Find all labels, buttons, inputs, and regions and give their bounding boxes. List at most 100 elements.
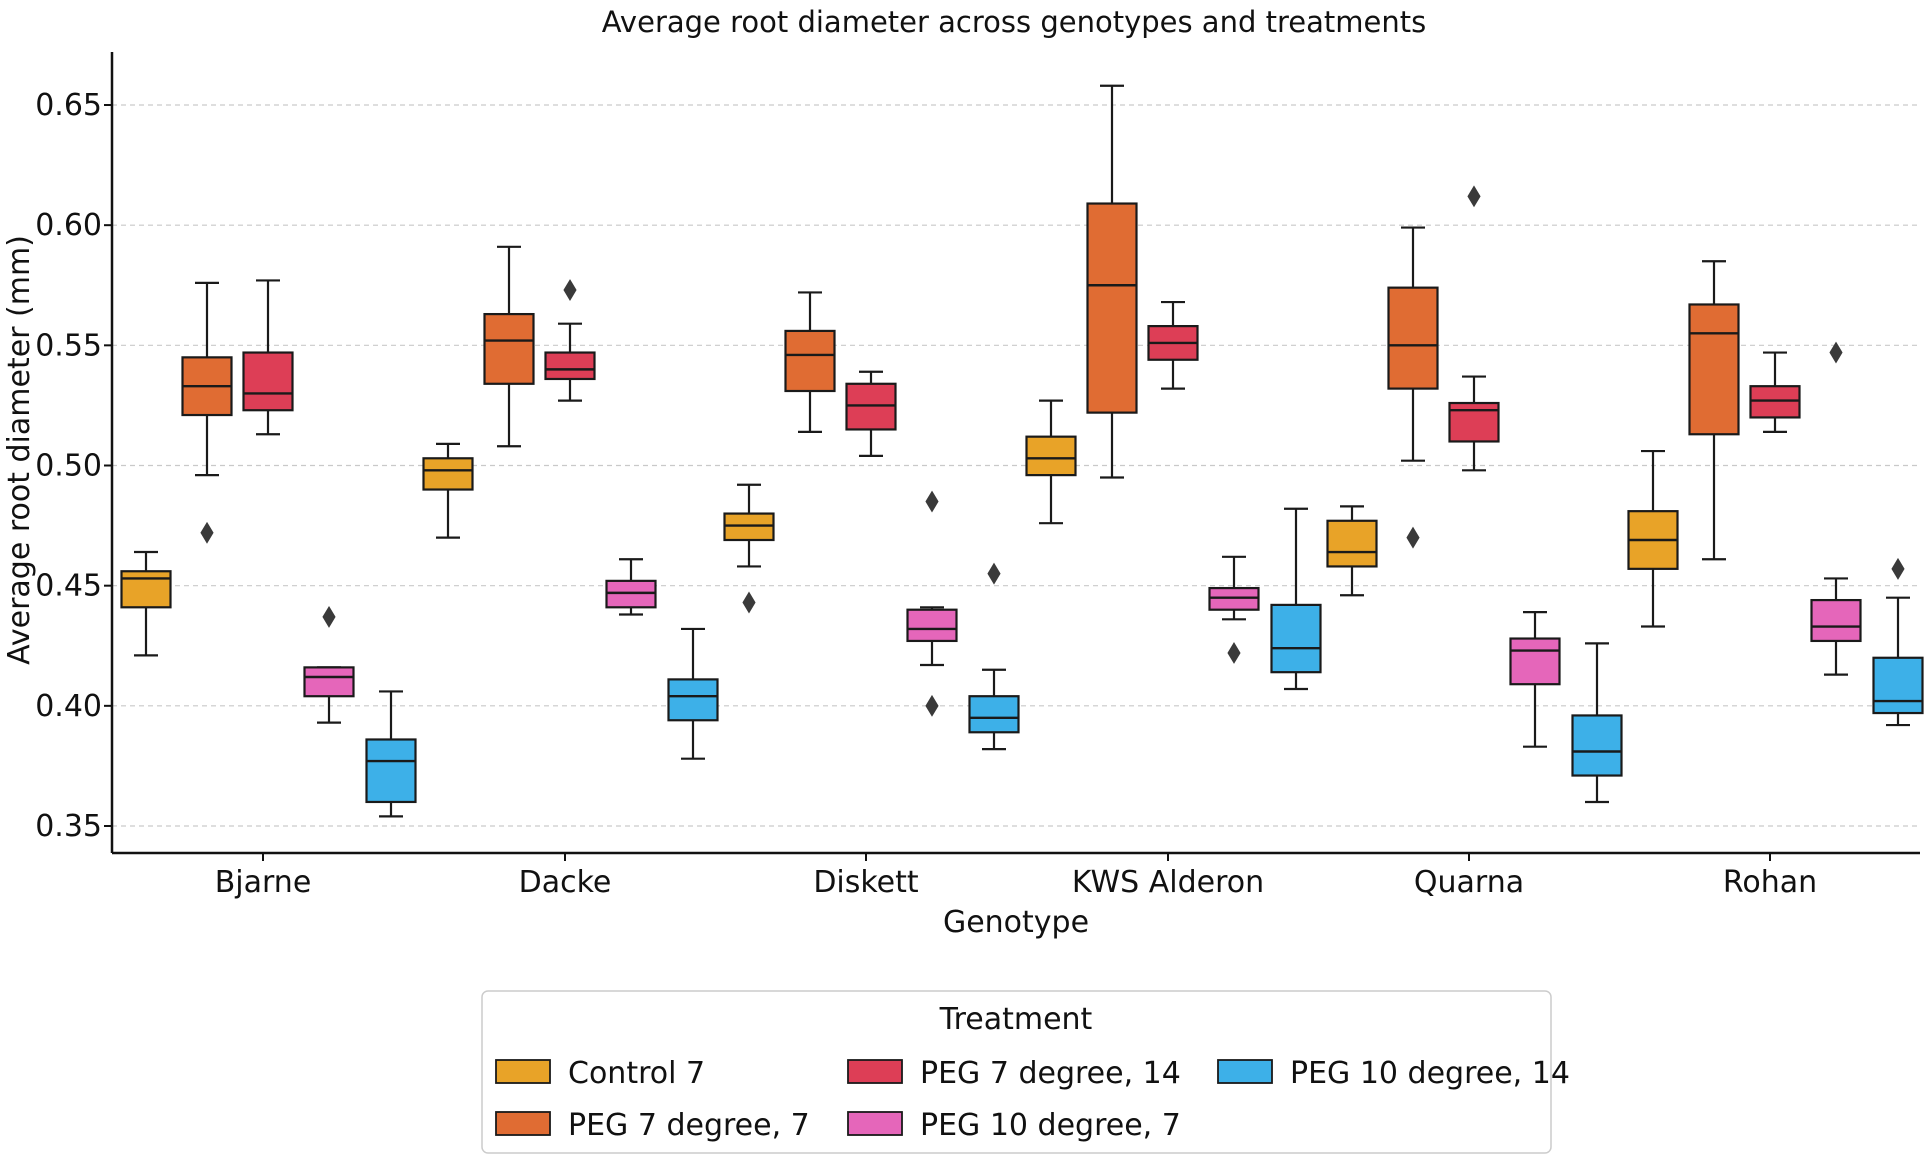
legend-swatch [495,1111,551,1136]
legend-title: Treatment [939,1002,1093,1037]
x-tick-label: Rohan [1723,865,1817,900]
iqr-box [1208,586,1260,611]
iqr-box [667,678,719,722]
box-rohan-control-7 [1627,449,1679,628]
legend-item-peg-7-degree-14: PEG 7 degree, 14 [847,1056,1181,1091]
iqr-box [1270,603,1322,674]
outlier-marker [1829,341,1843,364]
y-tick-label: 0.60 [35,208,102,243]
x-axis-label: Genotype [943,905,1089,940]
iqr-box [1688,303,1740,436]
x-tick-label: KWS Alderon [1072,865,1264,900]
iqr-box [365,738,417,804]
box-rohan-peg-10-degree-7 [1810,341,1862,676]
legend-item-peg-10-degree-7: PEG 10 degree, 7 [847,1108,1181,1143]
legend-label: PEG 7 degree, 14 [920,1056,1181,1091]
box-quarna-peg-10-degree-7 [1509,611,1561,748]
legend-label: PEG 10 degree, 14 [1290,1056,1570,1091]
x-tick-label: Quarna [1414,865,1524,900]
outlier-marker [322,605,336,628]
legend-label: PEG 7 degree, 7 [568,1108,810,1143]
box-bjarne-control-7 [120,550,172,657]
legend-frame [481,990,1552,1154]
box-rohan-peg-7-degree-14 [1749,351,1801,433]
y-tick-label: 0.35 [35,809,102,844]
iqr-box [1448,401,1500,443]
iqr-box [303,666,355,698]
box-rohan-peg-7-degree-7 [1688,260,1740,561]
iqr-box [1509,637,1561,686]
box-kws-alderon-peg-10-degree-7 [1208,555,1260,664]
box-kws-alderon-peg-7-degree-7 [1086,84,1138,479]
outlier-marker [987,562,1001,585]
outlier-marker [925,694,939,717]
outlier-marker [1406,526,1420,549]
iqr-box [906,608,958,643]
iqr-box [605,579,657,609]
box-quarna-peg-7-degree-14 [1448,185,1500,472]
box-quarna-peg-10-degree-14 [1571,642,1623,804]
iqr-box [1571,714,1623,777]
legend-label: PEG 10 degree, 7 [920,1108,1181,1143]
box-bjarne-peg-7-degree-7 [181,281,233,544]
y-tick-label: 0.55 [35,328,102,363]
y-tick-label: 0.50 [35,449,102,484]
box-kws-alderon-peg-10-degree-14 [1270,507,1322,691]
y-tick-label: 0.45 [35,569,102,604]
box-dacke-peg-10-degree-14 [667,627,719,760]
outlier-marker [1891,557,1905,580]
box-dacke-peg-10-degree-7 [605,558,657,616]
box-quarna-control-7 [1326,505,1378,597]
outlier-marker [1227,641,1241,664]
y-axis-label: Average root diameter (mm) [2,235,37,665]
box-diskett-control-7 [723,483,775,614]
iqr-box [1810,598,1862,643]
box-rohan-peg-10-degree-14 [1872,557,1924,727]
outlier-marker [742,591,756,614]
box-bjarne-peg-7-degree-14 [242,279,294,436]
legend-swatch [1217,1059,1273,1084]
outlier-marker [200,521,214,544]
iqr-box [1387,286,1439,390]
iqr-box [845,382,897,431]
legend-swatch [495,1059,551,1084]
iqr-box [242,351,294,412]
iqr-box [1326,519,1378,568]
legend-items: Control 7 PEG 7 degree, 7 PEG 7 degree, 14… [495,1056,1570,1143]
x-tick-label: Bjarne [215,865,312,900]
x-tick-label: Diskett [813,865,919,900]
iqr-box [1749,385,1801,419]
box-diskett-peg-7-degree-7 [784,291,836,433]
box-quarna-peg-7-degree-7 [1387,226,1439,549]
box-dacke-peg-7-degree-14 [544,279,596,402]
iqr-box [1872,656,1924,715]
box-bjarne-peg-10-degree-7 [303,605,355,724]
y-tick-label: 0.40 [35,689,102,724]
legend-item-peg-10-degree-14: PEG 10 degree, 14 [1217,1056,1570,1091]
legend-swatch [847,1059,903,1084]
iqr-box [1025,435,1077,477]
iqr-box [1086,202,1138,414]
iqr-box [968,695,1020,734]
grid-lines [112,104,1920,827]
iqr-box [723,512,775,542]
box-bjarne-peg-10-degree-14 [365,690,417,818]
outlier-marker [1467,185,1481,208]
chart-title: Average root diameter across genotypes a… [602,5,1426,39]
box-dacke-peg-7-degree-7 [483,245,535,448]
y-axis-ticks: 0.35 0.40 0.45 0.50 0.55 0.60 0.65 [35,88,112,844]
box-dacke-control-7 [422,442,474,539]
box-diskett-peg-10-degree-7 [906,490,958,717]
iqr-box [120,570,172,609]
x-tick-label: Dacke [519,865,612,900]
outlier-marker [925,490,939,513]
legend-item-control-7: Control 7 [495,1056,705,1091]
legend-item-peg-7-degree-7: PEG 7 degree, 7 [495,1108,810,1143]
box-kws-alderon-control-7 [1025,399,1077,525]
box-diskett-peg-10-degree-14 [968,562,1020,751]
outlier-marker [563,279,577,302]
box-plots [120,84,1924,818]
legend-label: Control 7 [568,1056,705,1091]
iqr-box [422,457,474,491]
